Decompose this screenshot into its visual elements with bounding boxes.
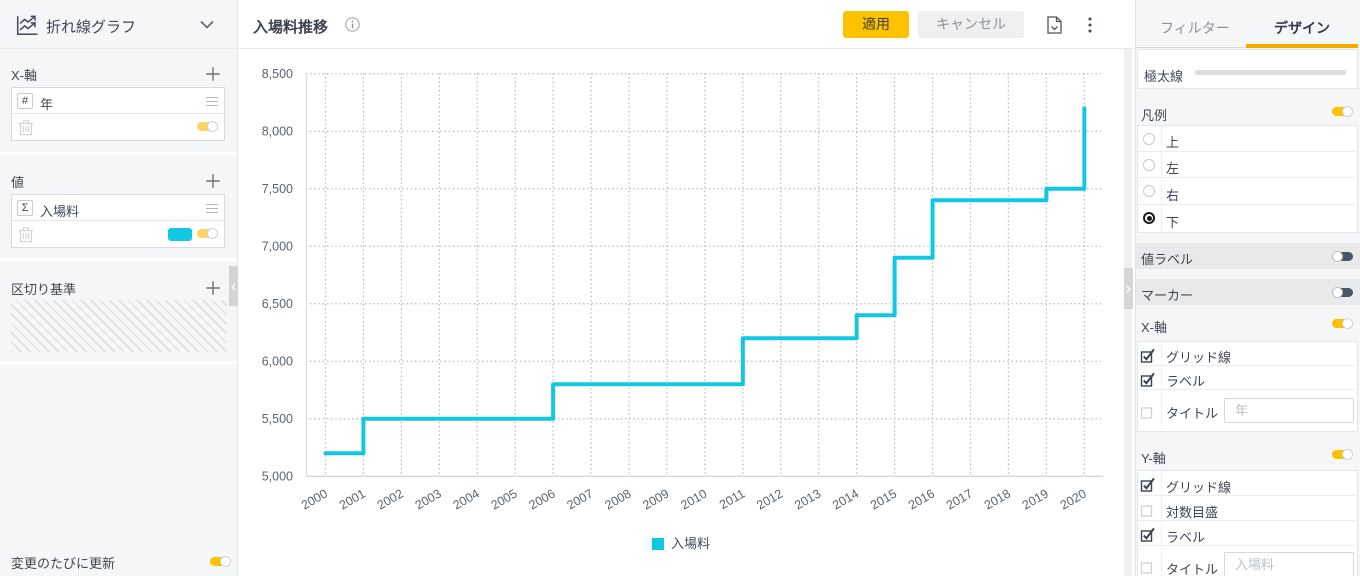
svg-text:2014: 2014 bbox=[830, 486, 861, 512]
svg-text:5,500: 5,500 bbox=[262, 412, 293, 426]
svg-text:2019: 2019 bbox=[1020, 486, 1051, 512]
svg-text:2008: 2008 bbox=[602, 486, 633, 512]
svg-text:6,000: 6,000 bbox=[262, 355, 293, 369]
svg-text:8,500: 8,500 bbox=[262, 67, 293, 81]
svg-text:2016: 2016 bbox=[906, 486, 937, 512]
svg-text:2017: 2017 bbox=[944, 486, 975, 512]
svg-text:2007: 2007 bbox=[564, 486, 595, 512]
svg-text:2005: 2005 bbox=[489, 486, 520, 512]
svg-text:2001: 2001 bbox=[337, 486, 368, 512]
svg-text:8,000: 8,000 bbox=[262, 125, 293, 139]
svg-text:2010: 2010 bbox=[678, 486, 709, 512]
svg-text:2009: 2009 bbox=[640, 486, 671, 512]
svg-text:7,000: 7,000 bbox=[262, 240, 293, 254]
svg-text:2003: 2003 bbox=[413, 486, 444, 512]
svg-text:2015: 2015 bbox=[868, 486, 899, 512]
svg-text:7,500: 7,500 bbox=[262, 182, 293, 196]
svg-text:2004: 2004 bbox=[451, 486, 482, 512]
svg-text:2002: 2002 bbox=[375, 486, 406, 512]
svg-text:2018: 2018 bbox=[982, 486, 1013, 512]
svg-text:5,000: 5,000 bbox=[262, 470, 293, 484]
svg-text:2012: 2012 bbox=[754, 486, 785, 512]
svg-text:6,500: 6,500 bbox=[262, 297, 293, 311]
svg-text:2000: 2000 bbox=[299, 486, 330, 512]
svg-text:2013: 2013 bbox=[792, 486, 823, 512]
svg-text:2020: 2020 bbox=[1058, 486, 1089, 512]
svg-text:2006: 2006 bbox=[527, 486, 558, 512]
svg-text:2011: 2011 bbox=[717, 486, 747, 512]
